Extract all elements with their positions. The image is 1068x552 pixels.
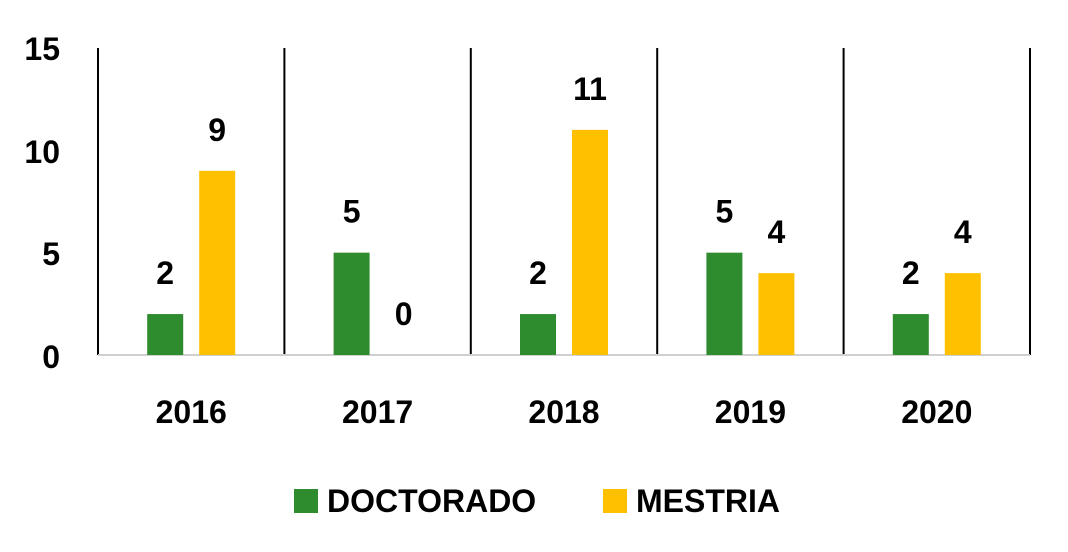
bar-doctorado-2020	[892, 314, 929, 355]
data-label-mestria-2017: 0	[395, 296, 413, 332]
legend: DOCTORADO MESTRIA	[294, 483, 780, 519]
legend-label-mestria: MESTRIA	[636, 483, 780, 519]
y-tick-label: 10	[24, 134, 60, 170]
bar-doctorado-2017	[333, 252, 370, 355]
bar-doctorado-2019	[706, 252, 743, 355]
bar-mestria-2019	[758, 273, 795, 355]
x-tick-label: 2017	[342, 394, 413, 430]
legend-swatch-mestria	[603, 489, 627, 513]
legend-swatch-doctorado	[294, 489, 318, 513]
legend-label-doctorado: DOCTORADO	[327, 483, 536, 519]
y-tick-label: 5	[42, 236, 60, 272]
bar-doctorado-2016	[147, 314, 184, 355]
y-tick-label: 0	[42, 339, 60, 375]
x-tick-label: 2016	[156, 394, 227, 430]
data-label-doctorado-2020: 2	[902, 255, 920, 291]
bar-mestria-2020	[944, 273, 981, 355]
data-label-mestria-2016: 9	[208, 112, 226, 148]
y-tick-label: 15	[24, 31, 60, 67]
data-label-doctorado-2018: 2	[529, 255, 547, 291]
data-label-mestria-2019: 4	[768, 214, 786, 250]
bar-mestria-2018	[572, 129, 608, 355]
category-separators	[97, 48, 1031, 355]
bars	[147, 129, 981, 355]
data-label-mestria-2018: 11	[573, 71, 607, 107]
x-tick-label: 2018	[528, 394, 599, 430]
data-label-doctorado-2017: 5	[343, 194, 361, 230]
data-label-doctorado-2019: 5	[716, 194, 734, 230]
x-tick-label: 2019	[715, 394, 786, 430]
x-axis: 2016 2017 2018 2019 2020	[156, 394, 973, 430]
y-axis: 0 5 10 15	[24, 31, 60, 375]
bar-mestria-2016	[199, 170, 236, 355]
bar-doctorado-2018	[520, 314, 556, 355]
x-tick-label: 2020	[901, 394, 972, 430]
data-label-mestria-2020: 4	[954, 214, 972, 250]
data-label-doctorado-2016: 2	[156, 255, 174, 291]
